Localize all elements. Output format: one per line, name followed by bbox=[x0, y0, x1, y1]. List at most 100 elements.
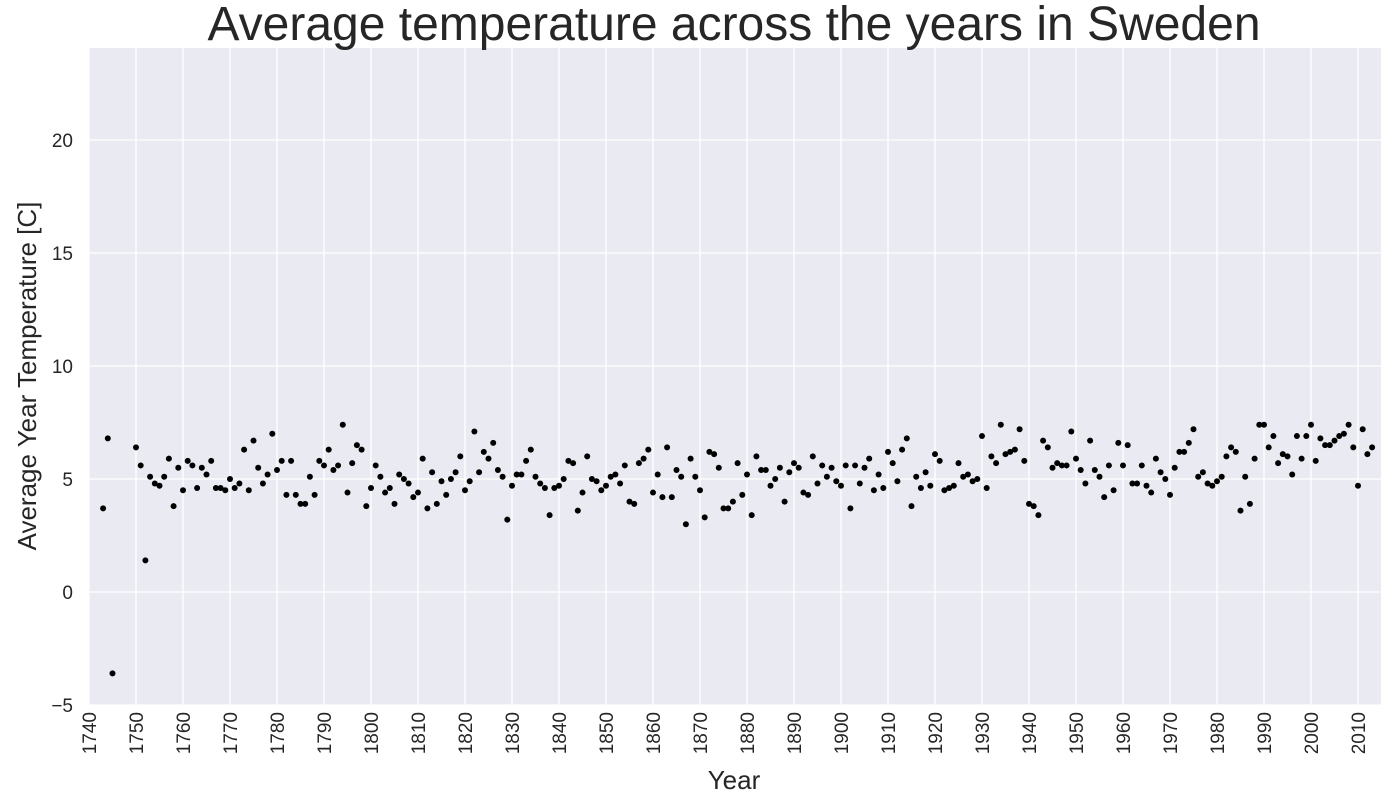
data-point bbox=[419, 455, 426, 462]
x-tick-label: 1910 bbox=[879, 712, 900, 754]
data-point bbox=[551, 485, 558, 492]
data-point bbox=[739, 491, 746, 498]
data-point bbox=[664, 444, 671, 451]
data-point bbox=[1340, 430, 1347, 437]
data-point bbox=[993, 460, 1000, 467]
data-point bbox=[302, 500, 309, 507]
data-point bbox=[1044, 444, 1051, 451]
data-point bbox=[452, 469, 459, 476]
data-point bbox=[104, 435, 111, 442]
data-point bbox=[1199, 469, 1206, 476]
data-point bbox=[1270, 433, 1277, 440]
data-point bbox=[1115, 439, 1122, 446]
data-point bbox=[983, 485, 990, 492]
data-point bbox=[1232, 448, 1239, 455]
data-point bbox=[1228, 444, 1235, 451]
data-point bbox=[903, 435, 910, 442]
data-point bbox=[100, 505, 107, 512]
y-tick-label: 10 bbox=[52, 357, 73, 378]
x-tick-label: 1950 bbox=[1067, 712, 1088, 754]
data-point bbox=[1204, 480, 1211, 487]
data-point bbox=[476, 469, 483, 476]
data-point bbox=[1101, 494, 1108, 501]
data-point bbox=[814, 480, 821, 487]
data-point bbox=[1011, 446, 1018, 453]
data-point bbox=[593, 478, 600, 485]
data-point bbox=[1246, 500, 1253, 507]
x-tick-label: 1930 bbox=[973, 712, 994, 754]
data-point bbox=[142, 557, 149, 564]
data-point bbox=[269, 430, 276, 437]
data-point bbox=[1143, 482, 1150, 489]
data-point bbox=[438, 478, 445, 485]
data-point bbox=[706, 448, 713, 455]
data-point bbox=[1190, 426, 1197, 433]
data-point bbox=[678, 473, 685, 480]
data-point bbox=[1317, 435, 1324, 442]
data-point bbox=[932, 451, 938, 458]
data-point bbox=[828, 464, 835, 471]
data-point bbox=[1120, 462, 1126, 469]
data-point bbox=[852, 462, 859, 469]
data-point bbox=[1364, 451, 1371, 458]
data-point bbox=[800, 489, 807, 496]
data-point bbox=[753, 453, 760, 460]
data-point bbox=[353, 442, 360, 449]
data-point bbox=[1148, 489, 1155, 496]
data-point bbox=[1162, 476, 1169, 482]
data-point bbox=[941, 487, 948, 494]
data-point bbox=[922, 469, 929, 476]
data-point bbox=[866, 455, 873, 462]
data-point bbox=[311, 491, 318, 498]
data-point bbox=[335, 462, 342, 469]
data-point bbox=[701, 514, 708, 521]
data-point bbox=[936, 457, 943, 464]
data-point bbox=[772, 476, 779, 482]
data-point bbox=[1152, 455, 1159, 462]
data-point bbox=[791, 460, 797, 467]
data-point bbox=[964, 471, 971, 478]
data-point bbox=[612, 471, 619, 478]
data-point bbox=[137, 462, 144, 469]
data-point bbox=[1355, 482, 1361, 489]
data-point bbox=[410, 494, 417, 501]
data-point bbox=[349, 460, 356, 467]
data-point bbox=[208, 457, 215, 464]
data-point bbox=[1030, 503, 1037, 510]
data-point bbox=[1181, 448, 1188, 455]
data-point bbox=[668, 494, 675, 501]
x-tick-label: 1780 bbox=[268, 712, 289, 754]
data-point bbox=[321, 462, 327, 469]
data-point bbox=[960, 473, 967, 480]
data-point bbox=[1129, 480, 1136, 487]
data-point bbox=[744, 471, 750, 478]
data-point bbox=[377, 473, 384, 480]
data-point bbox=[889, 460, 896, 467]
y-tick-label: 20 bbox=[52, 131, 73, 152]
data-point bbox=[950, 482, 957, 489]
data-point bbox=[842, 462, 849, 469]
data-point bbox=[527, 446, 534, 453]
x-tick-label: 1920 bbox=[926, 712, 947, 754]
data-point bbox=[330, 466, 337, 473]
data-point bbox=[180, 487, 186, 494]
data-point bbox=[147, 473, 154, 480]
data-point bbox=[433, 500, 440, 507]
data-point bbox=[781, 498, 788, 505]
data-point bbox=[979, 433, 985, 440]
data-point bbox=[325, 446, 332, 453]
data-point bbox=[1237, 507, 1244, 514]
data-point bbox=[734, 460, 741, 467]
data-point bbox=[288, 457, 295, 464]
data-point bbox=[711, 451, 718, 458]
data-point bbox=[631, 500, 638, 507]
data-point bbox=[570, 460, 577, 467]
data-point bbox=[175, 464, 182, 471]
data-point bbox=[969, 478, 976, 485]
data-point bbox=[133, 444, 139, 451]
data-point bbox=[833, 478, 840, 485]
x-tick-label: 1740 bbox=[80, 712, 101, 754]
data-point bbox=[913, 473, 920, 480]
data-point bbox=[391, 500, 398, 507]
data-point bbox=[1049, 464, 1056, 471]
